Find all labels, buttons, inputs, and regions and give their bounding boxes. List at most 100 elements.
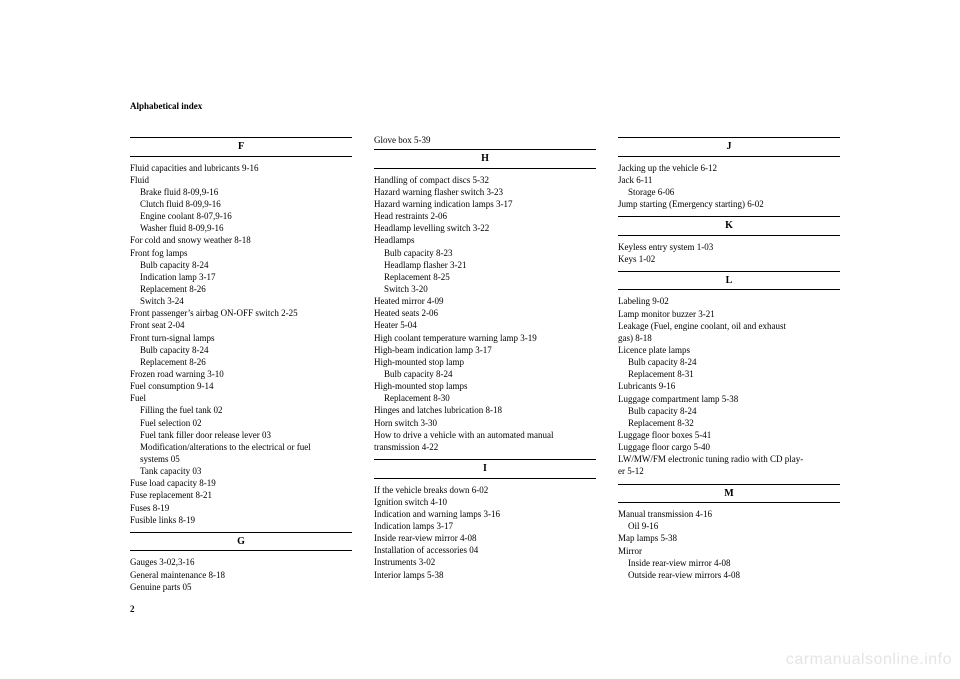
index-entry: Fusible links 8-19	[130, 514, 352, 526]
index-entry: High-mounted stop lamp	[374, 356, 596, 368]
col-2: Glove box 5-39 H Handling of compact dis…	[374, 134, 596, 615]
index-entry: General maintenance 8-18	[130, 569, 352, 581]
letter-head-g: G	[130, 532, 352, 552]
index-entry: transmission 4-22	[374, 441, 596, 453]
index-entry: Oil 9-16	[618, 520, 840, 532]
index-entry: Clutch fluid 8-09,9-16	[130, 198, 352, 210]
index-entry: Replacement 8-26	[130, 356, 352, 368]
index-entry: Fuel	[130, 392, 352, 404]
index-entry: Genuine parts 05	[130, 581, 352, 593]
index-entry: Jack 6-11	[618, 174, 840, 186]
index-entry: High-mounted stop lamps	[374, 380, 596, 392]
index-entry: LW/MW/FM electronic tuning radio with CD…	[618, 453, 840, 465]
index-entry: For cold and snowy weather 8-18	[130, 234, 352, 246]
section-i: I If the vehicle breaks down 6-02Ignitio…	[374, 459, 596, 581]
letter-head-f: F	[130, 137, 352, 157]
section-h: H Handling of compact discs 5-32Hazard w…	[374, 149, 596, 453]
index-entry: Replacement 8-25	[374, 271, 596, 283]
section-l: L Labeling 9-02Lamp monitor buzzer 3-21L…	[618, 271, 840, 478]
section-f: F Fluid capacities and lubricants 9-16Fl…	[130, 137, 352, 526]
index-entry: Luggage floor cargo 5-40	[618, 441, 840, 453]
index-entry: Fluid capacities and lubricants 9-16	[130, 162, 352, 174]
index-entry: Headlamp levelling switch 3-22	[374, 222, 596, 234]
index-entry: If the vehicle breaks down 6-02	[374, 484, 596, 496]
index-entry: Lubricants 9-16	[618, 380, 840, 392]
index-entry: Jump starting (Emergency starting) 6-02	[618, 198, 840, 210]
index-entry: Labeling 9-02	[618, 295, 840, 307]
index-entry: Bulb capacity 8-24	[618, 356, 840, 368]
index-entry: Bulb capacity 8-24	[130, 344, 352, 356]
index-entry: Replacement 8-31	[618, 368, 840, 380]
index-entry: Front passenger’s airbag ON-OFF switch 2…	[130, 307, 352, 319]
index-entry: Fuel selection 02	[130, 417, 352, 429]
index-entry: Switch 3-20	[374, 283, 596, 295]
index-entry: Inside rear-view mirror 4-08	[618, 557, 840, 569]
index-entry: Ignition switch 4-10	[374, 496, 596, 508]
index-entry: Fuel consumption 9-14	[130, 380, 352, 392]
index-entry: Indication lamp 3-17	[130, 271, 352, 283]
index-entry: Bulb capacity 8-24	[374, 368, 596, 380]
index-entry: Bulb capacity 8-23	[374, 247, 596, 259]
index-entry: Manual transmission 4-16	[618, 508, 840, 520]
index-entry: Front seat 2-04	[130, 319, 352, 331]
index-entry: Head restraints 2-06	[374, 210, 596, 222]
index-entry: Engine coolant 8-07,9-16	[130, 210, 352, 222]
index-entry: Inside rear-view mirror 4-08	[374, 532, 596, 544]
index-entry: Bulb capacity 8-24	[618, 405, 840, 417]
index-entry: Hazard warning indication lamps 3-17	[374, 198, 596, 210]
index-entry: Luggage floor boxes 5-41	[618, 429, 840, 441]
index-entry: Hazard warning flasher switch 3-23	[374, 186, 596, 198]
index-entry: Map lamps 5-38	[618, 532, 840, 544]
index-entry: High-beam indication lamp 3-17	[374, 344, 596, 356]
index-entry: Tank capacity 03	[130, 465, 352, 477]
index-entry: Interior lamps 5-38	[374, 569, 596, 581]
section-k: K Keyless entry system 1-03Keys 1-02	[618, 216, 840, 265]
index-entry: Gauges 3-02,3-16	[130, 556, 352, 568]
section-m: M Manual transmission 4-16Oil 9-16Map la…	[618, 484, 840, 581]
index-entry: Instruments 3-02	[374, 556, 596, 568]
index-entry: Switch 3-24	[130, 295, 352, 307]
index-entry: Fuel tank filler door release lever 03	[130, 429, 352, 441]
index-entry: Keys 1-02	[618, 253, 840, 265]
index-entry: Heated seats 2-06	[374, 307, 596, 319]
letter-head-m: M	[618, 484, 840, 504]
page: Alphabetical index F Fluid capacities an…	[130, 100, 840, 615]
index-entry: Jacking up the vehicle 6-12	[618, 162, 840, 174]
index-entry: Fuse replacement 8-21	[130, 489, 352, 501]
section-g: G Gauges 3-02,3-16General maintenance 8-…	[130, 532, 352, 593]
index-entry: Leakage (Fuel, engine coolant, oil and e…	[618, 320, 840, 332]
index-entry: Replacement 8-26	[130, 283, 352, 295]
index-entry: Glove box 5-39	[374, 134, 596, 146]
index-entry: Outside rear-view mirrors 4-08	[618, 569, 840, 581]
letter-head-k: K	[618, 216, 840, 236]
index-entry: Filling the fuel tank 02	[130, 404, 352, 416]
index-entry: systems 05	[130, 453, 352, 465]
index-entry: Handling of compact discs 5-32	[374, 174, 596, 186]
letter-head-i: I	[374, 459, 596, 479]
page-header: Alphabetical index	[130, 100, 840, 112]
col-1: F Fluid capacities and lubricants 9-16Fl…	[130, 134, 352, 615]
section-j: J Jacking up the vehicle 6-12Jack 6-11St…	[618, 137, 840, 210]
col-3: J Jacking up the vehicle 6-12Jack 6-11St…	[618, 134, 840, 615]
index-entry: Headlamps	[374, 234, 596, 246]
index-entry: Front fog lamps	[130, 247, 352, 259]
index-entry: Headlamp flasher 3-21	[374, 259, 596, 271]
index-entry: Brake fluid 8-09,9-16	[130, 186, 352, 198]
letter-head-h: H	[374, 149, 596, 169]
index-entry: Front turn-signal lamps	[130, 332, 352, 344]
index-entry: Licence plate lamps	[618, 344, 840, 356]
index-entry: Installation of accessories 04	[374, 544, 596, 556]
index-entry: er 5-12	[618, 465, 840, 477]
index-entry: Heated mirror 4-09	[374, 295, 596, 307]
watermark: carmanualsonline.info	[786, 649, 952, 671]
index-entry: Modification/alterations to the electric…	[130, 441, 352, 453]
letter-head-j: J	[618, 137, 840, 157]
index-entry: Indication and warning lamps 3-16	[374, 508, 596, 520]
index-entry: Frozen road warning 3-10	[130, 368, 352, 380]
index-entry: How to drive a vehicle with an automated…	[374, 429, 596, 441]
index-entry: Keyless entry system 1-03	[618, 241, 840, 253]
index-entry: Indication lamps 3-17	[374, 520, 596, 532]
index-entry: Horn switch 3-30	[374, 417, 596, 429]
index-entry: Heater 5-04	[374, 319, 596, 331]
index-entry: Luggage compartment lamp 5-38	[618, 393, 840, 405]
